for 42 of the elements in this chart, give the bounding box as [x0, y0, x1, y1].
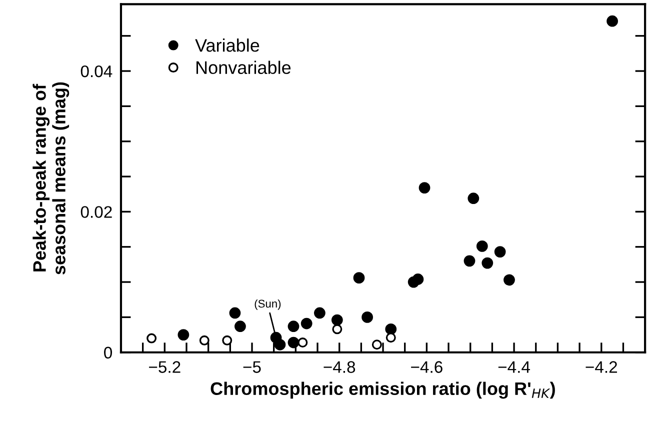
- point: [314, 307, 326, 319]
- point: [178, 329, 190, 340]
- point: [288, 336, 300, 348]
- y-tick-label: 0.04: [80, 65, 112, 78]
- point: [386, 332, 396, 343]
- point: [482, 257, 494, 269]
- point: [606, 15, 618, 27]
- x-tick-label: −5.2: [149, 361, 180, 373]
- point: [468, 192, 480, 204]
- x-tick-label: −4.6: [411, 361, 442, 373]
- y-tick-label: 0: [104, 346, 112, 359]
- y-tick-label: 0.02: [80, 206, 112, 218]
- point: [504, 274, 515, 286]
- point: [362, 312, 373, 323]
- point: [353, 272, 365, 284]
- legend-label: Variable: [195, 38, 260, 52]
- point: [464, 255, 476, 267]
- point: [332, 324, 342, 334]
- legend-label: Nonvariable: [196, 60, 291, 74]
- annotation: (Sun): [254, 299, 281, 310]
- point: [146, 333, 157, 344]
- x-axis-title: Chromospheric emission ratio (log R'$_{HK}$): [210, 382, 555, 399]
- x-tick-label: −4.2: [586, 361, 617, 373]
- point: [418, 182, 430, 194]
- point: [385, 323, 397, 335]
- point: [229, 307, 241, 319]
- point: [300, 318, 312, 330]
- x-tick-label: −4.8: [324, 361, 356, 373]
- point: [412, 274, 424, 285]
- point: [199, 335, 210, 346]
- point: [476, 240, 488, 252]
- point: [274, 338, 286, 350]
- point: [372, 340, 382, 350]
- point: [288, 320, 300, 332]
- point: [494, 246, 506, 258]
- point: [222, 335, 232, 346]
- y-axis-title: Peak-to-peak range of seasonal means (mag): [32, 82, 70, 274]
- point: [331, 314, 343, 326]
- x-tick-label: −5: [243, 361, 261, 373]
- x-tick-label: −4.4: [498, 361, 530, 373]
- point: [234, 320, 246, 332]
- point: [298, 338, 308, 348]
